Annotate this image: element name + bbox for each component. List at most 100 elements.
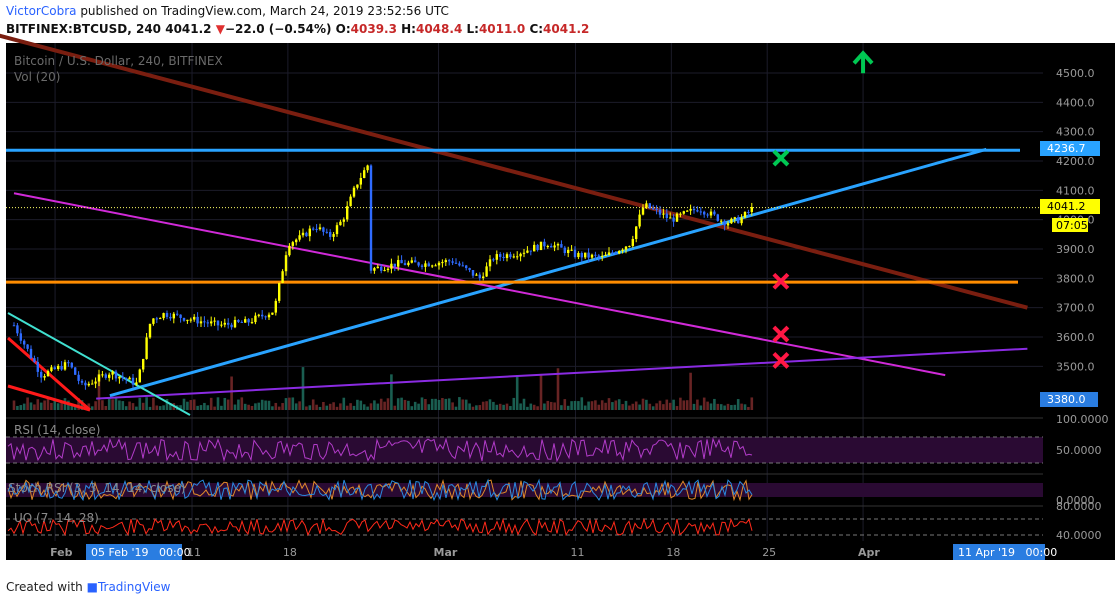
candle-body bbox=[70, 362, 73, 368]
volume-bar bbox=[631, 403, 635, 410]
candle-body bbox=[373, 268, 376, 271]
countdown-tag bbox=[1052, 218, 1088, 232]
volume-bar bbox=[332, 402, 335, 410]
candle-body bbox=[417, 262, 420, 266]
candle-body bbox=[414, 260, 417, 263]
price-tick-label: 4200.0 bbox=[1056, 155, 1095, 168]
volume-bar bbox=[420, 397, 424, 410]
volume-bar bbox=[104, 405, 108, 410]
time-tick-label: Mar bbox=[434, 546, 458, 559]
volume-bar bbox=[526, 406, 529, 410]
volume-bar bbox=[641, 398, 645, 410]
candle-body bbox=[77, 374, 80, 381]
volume-bar bbox=[209, 397, 213, 410]
volume-bar bbox=[383, 401, 386, 410]
cross-icon bbox=[772, 149, 790, 167]
candle-body bbox=[618, 250, 621, 254]
volume-bar bbox=[50, 402, 53, 410]
volume-bar bbox=[668, 402, 672, 410]
volume-bar bbox=[556, 368, 560, 410]
volume-bar bbox=[444, 398, 448, 410]
time-cursor-right-label: 11 Apr '19 00:00 bbox=[958, 546, 1057, 559]
volume-bar bbox=[199, 405, 203, 410]
candle-body bbox=[638, 214, 641, 227]
candle-body bbox=[750, 207, 753, 213]
volume-bar bbox=[505, 403, 509, 410]
candle-body bbox=[713, 211, 716, 215]
candle-body bbox=[339, 221, 342, 226]
volume-bar bbox=[189, 400, 193, 410]
tradingview-logo-icon[interactable]: ■​ bbox=[86, 580, 98, 594]
candle-body bbox=[495, 254, 498, 260]
volume-bar bbox=[488, 399, 492, 410]
volume-bar bbox=[597, 404, 601, 410]
candle-body bbox=[155, 318, 158, 320]
volume-bar bbox=[101, 400, 104, 410]
candle-body bbox=[492, 259, 495, 261]
volume-bar bbox=[60, 400, 63, 410]
volume-bar bbox=[131, 403, 135, 410]
tradingview-brand-link[interactable]: TradingView bbox=[97, 580, 171, 594]
volume-bar bbox=[689, 372, 692, 410]
candle-body bbox=[454, 262, 458, 264]
volume-bar bbox=[651, 406, 655, 410]
candle-body bbox=[284, 255, 288, 272]
candle-body bbox=[36, 361, 39, 372]
candle-body bbox=[240, 321, 243, 323]
volume-bar bbox=[679, 397, 682, 410]
volume-bar bbox=[226, 399, 230, 410]
cross-icon bbox=[772, 325, 790, 343]
volume-bar bbox=[733, 404, 737, 410]
close-label: C: bbox=[529, 22, 544, 36]
candles bbox=[12, 164, 753, 390]
volume-bar bbox=[563, 399, 567, 410]
candle-body bbox=[247, 319, 250, 323]
volume-bar bbox=[481, 401, 485, 410]
volume-bar bbox=[430, 398, 434, 410]
candle-body bbox=[199, 321, 203, 324]
volume-bar bbox=[594, 400, 597, 410]
candle-body bbox=[257, 314, 260, 316]
candle-body bbox=[692, 208, 696, 211]
candle-body bbox=[509, 254, 512, 258]
time-cursor-left bbox=[86, 544, 182, 560]
candle-body bbox=[16, 325, 19, 334]
candle-body bbox=[648, 203, 651, 209]
price-chart[interactable]: 3500.03600.03700.03800.03900.04000.04100… bbox=[0, 0, 1115, 560]
volume-bar bbox=[169, 403, 172, 410]
volume-bar bbox=[747, 406, 750, 410]
candle-body bbox=[658, 209, 662, 215]
volume-bar bbox=[699, 405, 703, 410]
candle-body bbox=[730, 218, 733, 224]
volume-bar bbox=[658, 400, 662, 410]
volume-bar bbox=[257, 402, 261, 410]
stoch-tick-0: 0.0000 bbox=[1056, 494, 1095, 507]
price-tick-label: 3800.0 bbox=[1056, 272, 1095, 285]
volume-bar bbox=[155, 405, 159, 410]
candle-body bbox=[386, 268, 390, 271]
candle-body bbox=[733, 217, 736, 219]
open-value: 4039.3 bbox=[350, 22, 397, 36]
drawing-lines[interactable] bbox=[0, 0, 1040, 416]
volume-bar bbox=[230, 376, 233, 410]
volume-bar bbox=[607, 398, 611, 410]
volume-bar bbox=[240, 397, 244, 410]
volume-bar bbox=[587, 401, 590, 410]
volume-bar bbox=[77, 398, 80, 410]
candle-body bbox=[84, 382, 87, 386]
volume-bar bbox=[213, 406, 216, 410]
candle-body bbox=[125, 378, 128, 380]
volume-bar bbox=[152, 397, 155, 410]
candle-body bbox=[135, 382, 138, 385]
high-label: H: bbox=[401, 22, 416, 36]
volume-bar bbox=[403, 399, 407, 410]
volume-bar bbox=[624, 400, 628, 410]
price-axis[interactable] bbox=[1043, 43, 1115, 560]
volume-bar bbox=[570, 401, 573, 410]
author-link[interactable]: VictorCobra bbox=[6, 4, 77, 18]
candle-body bbox=[645, 203, 648, 208]
candle-body bbox=[186, 319, 189, 321]
volume-bar bbox=[546, 400, 550, 410]
candle-body bbox=[182, 317, 186, 321]
candle-body bbox=[74, 367, 77, 375]
